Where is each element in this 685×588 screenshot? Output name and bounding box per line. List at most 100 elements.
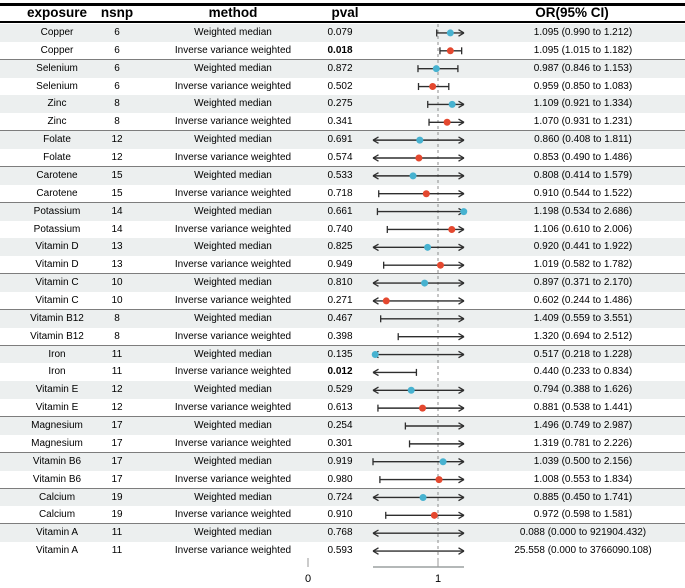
method-cell: Weighted median bbox=[194, 312, 272, 324]
pval-cell: 0.341 bbox=[327, 116, 353, 128]
pval-cell: 0.825 bbox=[327, 241, 353, 253]
column-header-method: method bbox=[208, 5, 258, 20]
method-cell: Inverse variance weighted bbox=[174, 473, 292, 485]
table-row: Iron 11 Inverse variance weighted 0.012 0.44… bbox=[0, 363, 685, 381]
nsnp-cell: 6 bbox=[114, 62, 120, 74]
exposure-cell: Zinc bbox=[47, 116, 67, 128]
pval-cell: 0.275 bbox=[327, 98, 353, 110]
nsnp-cell: 12 bbox=[111, 384, 123, 396]
exposure-cell: Carotene bbox=[36, 169, 78, 181]
nsnp-cell: 12 bbox=[111, 402, 123, 414]
or-ci-cell: 1.409 (0.559 to 3.551) bbox=[533, 312, 633, 324]
table-row: Vitamin A 11 Weighted median 0.768 0.088 (0.… bbox=[0, 524, 685, 543]
exposure-cell: Vitamin B6 bbox=[32, 455, 82, 467]
pval-cell: 0.872 bbox=[327, 62, 353, 74]
nsnp-cell: 11 bbox=[111, 348, 123, 360]
table-row: Vitamin B6 17 Inverse variance weighted 0.9… bbox=[0, 471, 685, 489]
method-cell: Inverse variance weighted bbox=[174, 366, 292, 378]
pval-cell: 0.910 bbox=[327, 509, 353, 521]
table-row: Vitamin A 11 Inverse variance weighted 0.59… bbox=[0, 542, 685, 560]
method-cell: Weighted median bbox=[194, 62, 272, 74]
pval-cell: 0.533 bbox=[327, 169, 353, 181]
nsnp-cell: 10 bbox=[111, 295, 123, 306]
method-cell: Weighted median bbox=[194, 491, 272, 503]
method-cell: Weighted median bbox=[194, 455, 272, 467]
exposure-cell: Magnesium bbox=[31, 420, 83, 432]
or-ci-cell: 0.959 (0.850 to 1.083) bbox=[533, 80, 633, 92]
pval-cell: 0.398 bbox=[327, 330, 353, 342]
or-ci-cell: 0.853 (0.490 to 1.486) bbox=[533, 152, 633, 164]
method-cell: Inverse variance weighted bbox=[174, 187, 292, 199]
table-row: Vitamin B12 8 Weighted median 0.467 1.409 (0… bbox=[0, 309, 685, 328]
or-ci-cell: 0.860 (0.408 to 1.811) bbox=[534, 134, 632, 146]
method-cell: Inverse variance weighted bbox=[174, 44, 292, 56]
exposure-cell: Vitamin C bbox=[35, 295, 79, 306]
table-row: Folate 12 Inverse variance weighted 0.574 0.… bbox=[0, 149, 685, 167]
or-ci-cell: 1.019 (0.582 to 1.782) bbox=[533, 259, 633, 271]
nsnp-cell: 17 bbox=[111, 455, 123, 467]
table-row: Calcium 19 Weighted median 0.724 0.885 (0.45… bbox=[0, 488, 685, 507]
nsnp-cell: 11 bbox=[111, 527, 123, 539]
pval-cell: 0.018 bbox=[327, 44, 353, 56]
table-row: Vitamin E 12 Inverse variance weighted 0.61… bbox=[0, 399, 685, 417]
exposure-cell: Folate bbox=[43, 134, 71, 146]
pval-cell: 0.691 bbox=[327, 134, 353, 146]
table-row: Selenium 6 Weighted median 0.872 0.987 (0.84… bbox=[0, 59, 685, 78]
axis-tick-label-0: 0 bbox=[305, 573, 311, 585]
pval-cell: 0.919 bbox=[327, 455, 353, 467]
nsnp-cell: 6 bbox=[114, 27, 120, 38]
nsnp-cell: 17 bbox=[111, 473, 123, 485]
exposure-cell: Vitamin E bbox=[35, 402, 79, 414]
exposure-cell: Vitamin C bbox=[35, 277, 79, 289]
or-ci-cell: 1.039 (0.500 to 2.156) bbox=[533, 455, 633, 467]
exposure-cell: Potassium bbox=[33, 223, 81, 235]
table-row: Vitamin D 13 Weighted median 0.825 0.920 (0.… bbox=[0, 238, 685, 257]
nsnp-cell: 15 bbox=[111, 169, 123, 181]
exposure-cell: Vitamin A bbox=[35, 527, 79, 539]
exposure-cell: Potassium bbox=[33, 205, 81, 217]
pval-cell: 0.574 bbox=[327, 152, 353, 164]
exposure-cell: Magnesium bbox=[31, 437, 83, 449]
or-ci-cell: 0.602 (0.244 to 1.486) bbox=[533, 295, 633, 306]
method-cell: Inverse variance weighted bbox=[174, 152, 292, 164]
method-cell: Weighted median bbox=[194, 384, 272, 396]
column-header-exposure: exposure bbox=[26, 5, 88, 20]
nsnp-cell: 12 bbox=[111, 152, 123, 164]
nsnp-cell: 6 bbox=[114, 44, 120, 56]
exposure-cell: Iron bbox=[48, 366, 66, 378]
method-cell: Inverse variance weighted bbox=[174, 437, 292, 449]
pval-cell: 0.593 bbox=[327, 545, 353, 557]
nsnp-cell: 11 bbox=[111, 545, 123, 557]
or-ci-cell: 0.910 (0.544 to 1.522) bbox=[533, 187, 633, 199]
nsnp-cell: 8 bbox=[114, 330, 120, 342]
method-cell: Weighted median bbox=[194, 98, 272, 110]
method-cell: Inverse variance weighted bbox=[174, 330, 292, 342]
pval-cell: 0.467 bbox=[327, 312, 353, 324]
axis-tick-label-1: 1 bbox=[435, 573, 441, 585]
table-row: Vitamin C 10 Weighted median 0.810 0.897 (0.… bbox=[0, 274, 685, 292]
exposure-cell: Vitamin E bbox=[35, 384, 79, 396]
table-row: Folate 12 Weighted median 0.691 0.860 (0.408… bbox=[0, 131, 685, 150]
or-ci-cell: 0.881 (0.538 to 1.441) bbox=[533, 402, 633, 414]
exposure-cell: Calcium bbox=[38, 491, 76, 503]
or-ci-cell: 1.109 (0.921 to 1.334) bbox=[533, 98, 633, 110]
table-row: Carotene 15 Weighted median 0.533 0.808 (0.4… bbox=[0, 166, 685, 185]
header-rule bbox=[0, 20, 685, 24]
column-header-nsnp: nsnp bbox=[100, 5, 134, 20]
pval-cell: 0.980 bbox=[327, 473, 353, 485]
nsnp-cell: 10 bbox=[111, 277, 123, 289]
method-cell: Weighted median bbox=[194, 169, 272, 181]
or-ci-cell: 0.920 (0.441 to 1.922) bbox=[533, 241, 633, 253]
method-cell: Inverse variance weighted bbox=[174, 402, 292, 414]
table-row: Vitamin C 10 Inverse variance weighted 0.27… bbox=[0, 292, 685, 310]
or-ci-cell: 0.972 (0.598 to 1.581) bbox=[533, 509, 633, 521]
nsnp-cell: 13 bbox=[111, 241, 123, 253]
or-ci-cell: 1.095 (0.990 to 1.212) bbox=[533, 27, 633, 38]
pval-cell: 0.661 bbox=[327, 205, 353, 217]
pval-cell: 0.810 bbox=[327, 277, 353, 289]
or-ci-cell: 0.885 (0.450 to 1.741) bbox=[533, 491, 633, 503]
method-cell: Weighted median bbox=[194, 420, 272, 432]
exposure-cell: Selenium bbox=[36, 62, 78, 74]
table-row: Zinc 8 Inverse variance weighted 0.341 1.070… bbox=[0, 113, 685, 131]
table-row: Calcium 19 Inverse variance weighted 0.910 0… bbox=[0, 506, 685, 524]
